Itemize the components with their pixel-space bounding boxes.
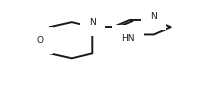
Text: N: N <box>150 12 157 21</box>
Text: HN: HN <box>121 34 135 43</box>
Text: O: O <box>37 36 44 45</box>
Text: N: N <box>89 18 96 27</box>
